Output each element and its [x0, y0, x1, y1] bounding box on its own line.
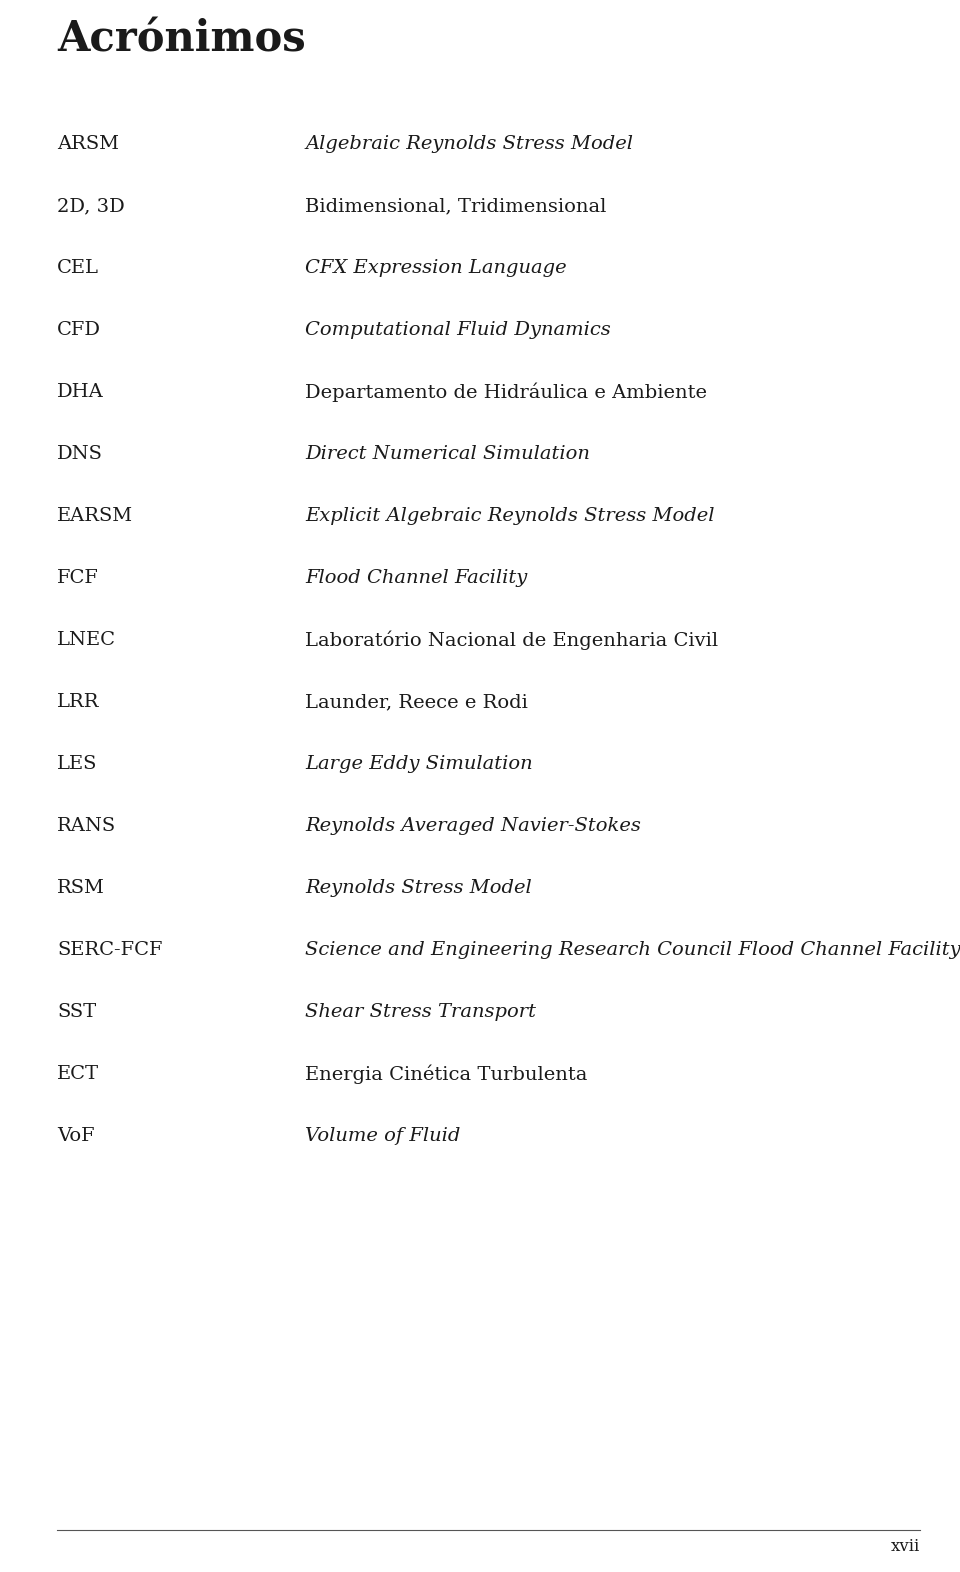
Text: Flood Channel Facility: Flood Channel Facility: [305, 569, 527, 586]
Text: Energia Cinética Turbulenta: Energia Cinética Turbulenta: [305, 1064, 588, 1085]
Text: Departamento de Hidráulica e Ambiente: Departamento de Hidráulica e Ambiente: [305, 384, 707, 402]
Text: Reynolds Stress Model: Reynolds Stress Model: [305, 879, 532, 898]
Text: Laboratório Nacional de Engenharia Civil: Laboratório Nacional de Engenharia Civil: [305, 630, 718, 651]
Text: LRR: LRR: [57, 693, 100, 711]
Text: Algebraic Reynolds Stress Model: Algebraic Reynolds Stress Model: [305, 135, 633, 152]
Text: Bidimensional, Tridimensional: Bidimensional, Tridimensional: [305, 196, 607, 215]
Text: CFD: CFD: [57, 321, 101, 340]
Text: Acrónimos: Acrónimos: [57, 17, 305, 60]
Text: DHA: DHA: [57, 384, 104, 401]
Text: CFX Expression Language: CFX Expression Language: [305, 259, 566, 277]
Text: Launder, Reece e Rodi: Launder, Reece e Rodi: [305, 693, 528, 711]
Text: xvii: xvii: [891, 1537, 920, 1555]
Text: Computational Fluid Dynamics: Computational Fluid Dynamics: [305, 321, 611, 340]
Text: Reynolds Averaged Navier-Stokes: Reynolds Averaged Navier-Stokes: [305, 817, 641, 835]
Text: Shear Stress Transport: Shear Stress Transport: [305, 1003, 536, 1020]
Text: Explicit Algebraic Reynolds Stress Model: Explicit Algebraic Reynolds Stress Model: [305, 508, 714, 525]
Text: CEL: CEL: [57, 259, 99, 277]
Text: ECT: ECT: [57, 1064, 99, 1083]
Text: SERC-FCF: SERC-FCF: [57, 942, 162, 959]
Text: SST: SST: [57, 1003, 96, 1020]
Text: ARSM: ARSM: [57, 135, 119, 152]
Text: DNS: DNS: [57, 445, 103, 464]
Text: FCF: FCF: [57, 569, 99, 586]
Text: LES: LES: [57, 755, 97, 773]
Text: Direct Numerical Simulation: Direct Numerical Simulation: [305, 445, 589, 464]
Text: EARSM: EARSM: [57, 508, 133, 525]
Text: LNEC: LNEC: [57, 630, 116, 649]
Text: VoF: VoF: [57, 1127, 95, 1144]
Text: Science and Engineering Research Council Flood Channel Facility: Science and Engineering Research Council…: [305, 942, 960, 959]
Text: 2D, 3D: 2D, 3D: [57, 196, 125, 215]
Text: Large Eddy Simulation: Large Eddy Simulation: [305, 755, 533, 773]
Text: RSM: RSM: [57, 879, 105, 898]
Text: Volume of Fluid: Volume of Fluid: [305, 1127, 461, 1144]
Text: RANS: RANS: [57, 817, 116, 835]
